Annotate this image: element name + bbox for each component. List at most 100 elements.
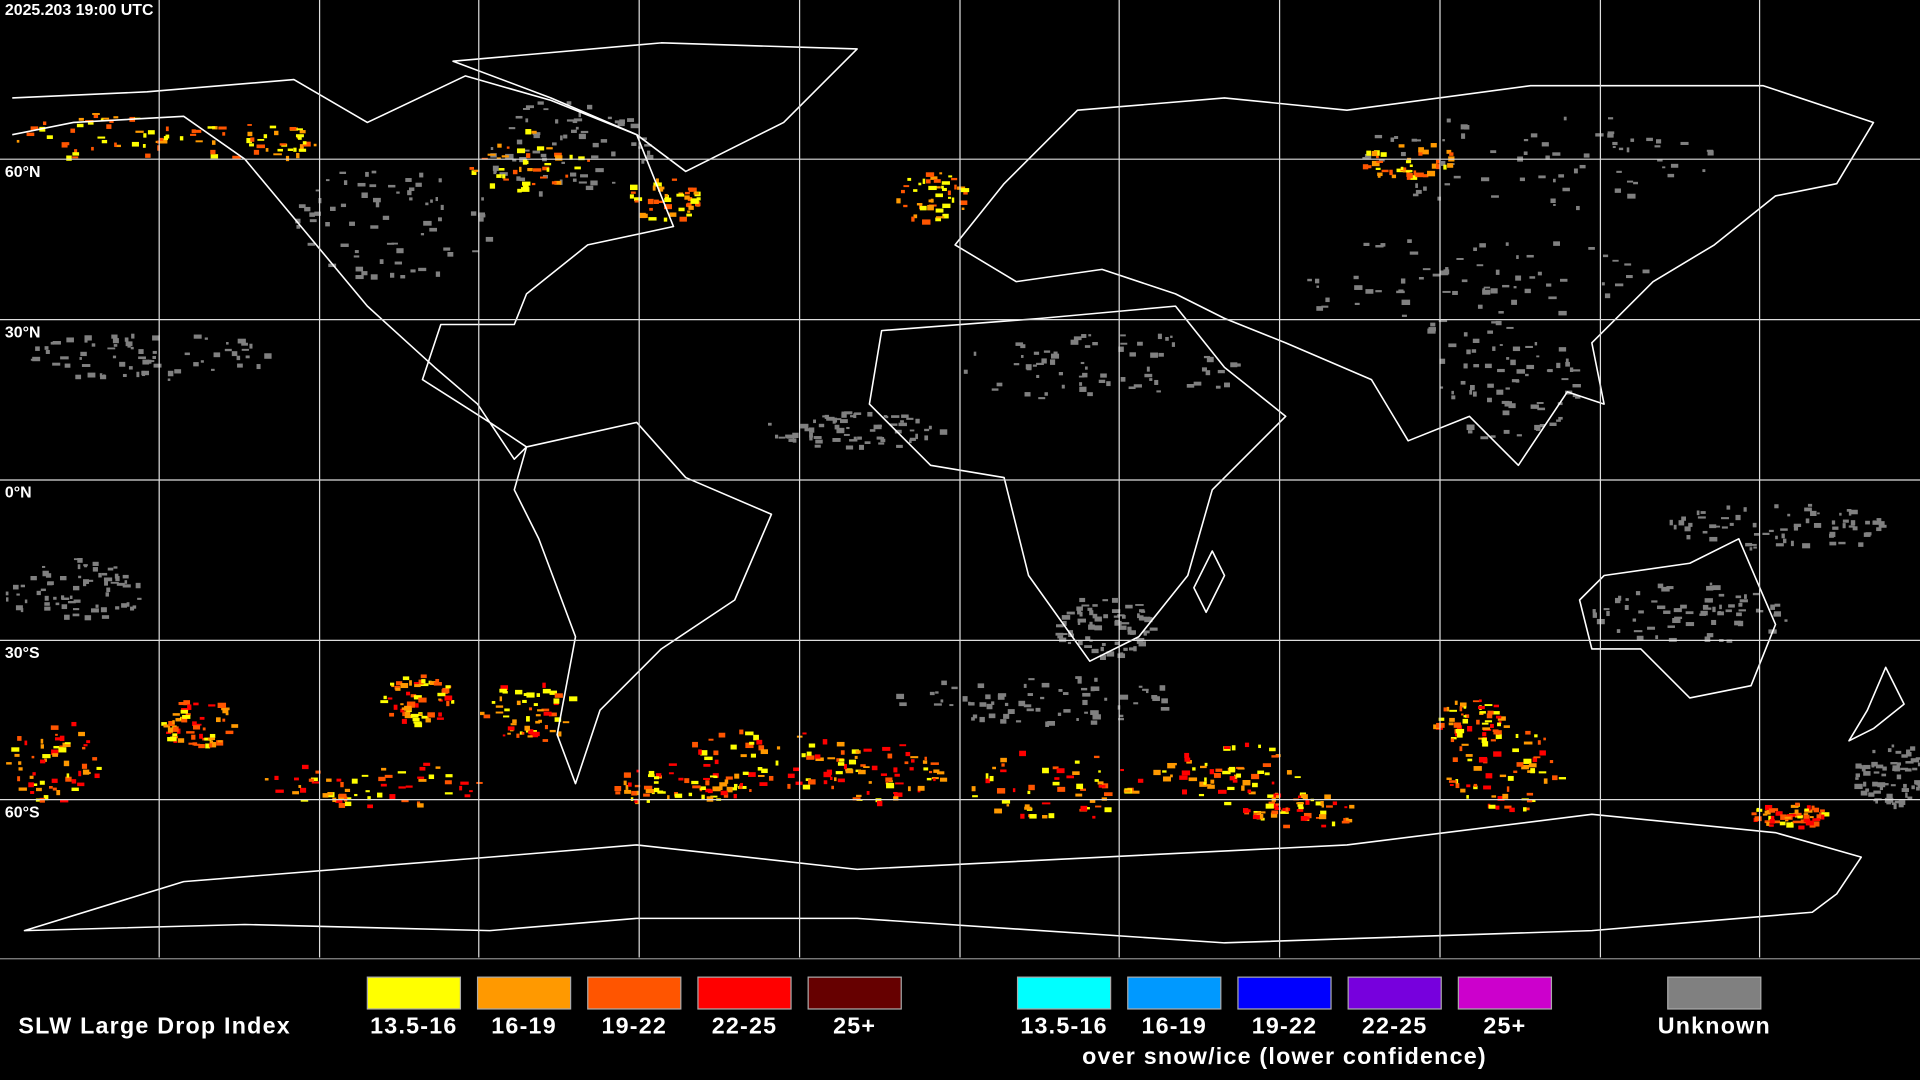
cloud-pixel bbox=[1484, 704, 1493, 707]
cloud-pixel bbox=[92, 561, 99, 566]
cloud-pixel bbox=[1097, 781, 1104, 785]
cloud-pixel bbox=[1490, 723, 1494, 728]
cloud-pixel bbox=[1502, 410, 1510, 416]
new-zealand bbox=[1848, 666, 1905, 742]
cloud-pixel bbox=[569, 154, 573, 160]
cloud-pixel bbox=[1558, 310, 1567, 316]
legend-swatch bbox=[1457, 976, 1553, 1010]
cloud-pixel bbox=[627, 118, 635, 122]
cloud-pixel bbox=[836, 427, 845, 434]
cloud-pixel bbox=[636, 790, 640, 796]
cloud-pixel bbox=[1810, 510, 1817, 516]
cloud-pixel bbox=[181, 708, 189, 712]
cloud-pixel bbox=[691, 780, 699, 785]
cloud-pixel bbox=[1481, 177, 1490, 182]
cloud-pixel bbox=[1530, 768, 1536, 774]
cloud-pixel bbox=[1467, 758, 1473, 762]
cloud-pixel bbox=[853, 413, 857, 419]
cloud-pixel bbox=[222, 132, 226, 136]
cloud-pixel bbox=[1184, 757, 1191, 762]
cloud-pixel bbox=[338, 793, 347, 798]
cloud-pixel bbox=[900, 420, 904, 423]
cloud-pixel bbox=[1206, 356, 1214, 363]
cloud-pixel bbox=[1537, 407, 1546, 411]
cloud-pixel bbox=[82, 746, 86, 750]
cloud-pixel bbox=[749, 789, 752, 793]
cloud-pixel bbox=[542, 739, 549, 742]
cloud-pixel bbox=[44, 346, 49, 350]
cloud-pixel bbox=[893, 792, 898, 795]
cloud-pixel bbox=[1706, 149, 1714, 152]
cloud-pixel bbox=[1492, 346, 1496, 351]
cloud-pixel bbox=[1057, 635, 1064, 639]
cloud-pixel bbox=[66, 773, 70, 778]
cloud-pixel bbox=[226, 342, 229, 345]
cloud-pixel bbox=[647, 150, 651, 155]
cloud-pixel bbox=[1415, 189, 1422, 194]
cloud-pixel bbox=[667, 795, 670, 800]
cloud-pixel bbox=[78, 770, 82, 777]
cloud-pixel bbox=[549, 690, 558, 695]
cloud-pixel bbox=[1140, 610, 1146, 613]
cloud-pixel bbox=[936, 216, 945, 219]
cloud-pixel bbox=[168, 720, 175, 727]
cloud-pixel bbox=[809, 435, 813, 441]
cloud-pixel bbox=[419, 713, 423, 716]
cloud-pixel bbox=[93, 114, 99, 119]
cloud-pixel bbox=[167, 727, 174, 733]
cloud-pixel bbox=[1548, 296, 1557, 300]
cloud-pixel bbox=[839, 758, 845, 762]
cloud-pixel bbox=[1541, 142, 1549, 147]
cloud-pixel bbox=[436, 717, 444, 720]
cloud-pixel bbox=[30, 791, 35, 794]
cloud-pixel bbox=[930, 198, 934, 203]
cloud-pixel bbox=[1669, 519, 1673, 526]
latitude-label: 0°N bbox=[5, 485, 32, 502]
cloud-pixel bbox=[835, 771, 843, 775]
cloud-pixel bbox=[538, 719, 542, 723]
cloud-pixel bbox=[138, 349, 144, 354]
cloud-pixel bbox=[232, 155, 241, 159]
cloud-pixel bbox=[1153, 769, 1161, 776]
cloud-pixel bbox=[1762, 813, 1768, 816]
cloud-pixel bbox=[110, 581, 119, 584]
cloud-pixel bbox=[1114, 641, 1120, 645]
cloud-pixel bbox=[655, 178, 659, 184]
cloud-pixel bbox=[1781, 533, 1785, 539]
cloud-pixel bbox=[1435, 159, 1441, 164]
cloud-pixel bbox=[338, 803, 346, 808]
cloud-pixel bbox=[896, 198, 901, 204]
cloud-pixel bbox=[1215, 768, 1223, 772]
legend-label: 25+ bbox=[1483, 1012, 1526, 1038]
cloud-pixel bbox=[1774, 603, 1781, 607]
legend: 13.5-16 16-19 19-22 22-25 25+ 13.5-16 16-19 19-… bbox=[366, 976, 1770, 1038]
cloud-pixel bbox=[522, 181, 531, 186]
cloud-pixel bbox=[42, 121, 47, 126]
cloud-pixel bbox=[951, 686, 958, 690]
cloud-pixel bbox=[854, 755, 858, 759]
cloud-pixel bbox=[913, 189, 918, 192]
cloud-pixel bbox=[1265, 803, 1274, 809]
legend-label: 22-25 bbox=[1362, 1012, 1428, 1038]
cloud-pixel bbox=[167, 378, 171, 381]
cloud-pixel bbox=[526, 153, 531, 158]
cloud-pixel bbox=[759, 782, 768, 786]
cloud-pixel bbox=[1296, 802, 1304, 805]
cloud-pixel bbox=[1019, 750, 1026, 757]
cloud-pixel bbox=[274, 130, 279, 136]
cloud-pixel bbox=[237, 338, 246, 344]
cloud-pixel bbox=[64, 614, 70, 620]
cloud-pixel bbox=[1057, 786, 1066, 792]
cloud-pixel bbox=[451, 700, 455, 704]
cloud-pixel bbox=[709, 775, 717, 778]
cloud-pixel bbox=[1547, 369, 1553, 373]
cloud-pixel bbox=[1875, 800, 1878, 804]
cloud-pixel bbox=[1084, 645, 1092, 648]
cloud-pixel bbox=[623, 772, 631, 778]
cloud-pixel bbox=[1431, 163, 1438, 169]
cloud-pixel bbox=[1738, 609, 1746, 612]
cloud-pixel bbox=[1558, 174, 1565, 178]
cloud-pixel bbox=[875, 798, 882, 803]
cloud-pixel bbox=[76, 123, 84, 128]
cloud-pixel bbox=[1785, 818, 1789, 822]
